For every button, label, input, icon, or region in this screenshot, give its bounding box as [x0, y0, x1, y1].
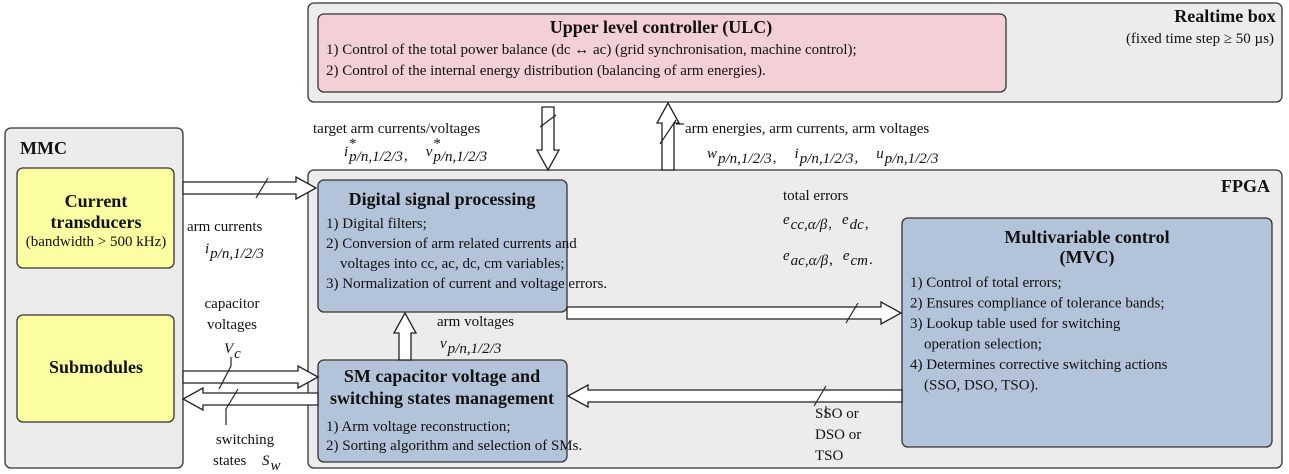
- label: capacitor: [205, 296, 260, 312]
- bus-slash: [659, 119, 677, 145]
- bus-slash: [539, 114, 557, 128]
- label: (fixed time step ≥ 50 µs): [1126, 31, 1274, 47]
- list-item: operation selection;: [924, 337, 1042, 353]
- title: Realtime box: [1174, 6, 1275, 26]
- punctuation: ,: [773, 150, 777, 166]
- title: Multivariable control: [1004, 227, 1169, 247]
- arrow-switching-states: [181, 386, 319, 412]
- subscript: p/n,1/2/3: [447, 341, 502, 357]
- label: DSO or: [815, 427, 861, 443]
- title: FPGA: [1221, 176, 1270, 196]
- subscript: cm: [851, 253, 869, 269]
- title: transducers: [51, 212, 142, 232]
- arrow-total-errors: [566, 300, 903, 326]
- symbol: i: [344, 144, 348, 160]
- label: arm currents: [187, 219, 263, 235]
- symbol: e: [783, 212, 790, 228]
- submodules-box: [16, 314, 175, 423]
- list-item: voltages into cc, ac, dc, cm variables;: [340, 256, 565, 272]
- list-item: 4) Determines corrective switching actio…: [910, 357, 1168, 373]
- title: Current: [65, 191, 128, 211]
- label: SSO or: [815, 406, 859, 422]
- title: switching states management: [330, 388, 554, 408]
- symbol: w: [707, 146, 717, 162]
- symbol: e: [783, 248, 790, 264]
- arrow-targets: [535, 106, 561, 172]
- superscript: *: [433, 136, 441, 152]
- label: voltages: [207, 317, 257, 333]
- punctuation: ,: [854, 150, 858, 166]
- title: Submodules: [49, 357, 143, 377]
- list-item: 1) Control of total errors;: [910, 275, 1062, 291]
- list-item: 2) Control of the internal energy distri…: [326, 63, 766, 79]
- dsp-box: [317, 179, 568, 313]
- arrow-arm-voltages: [392, 311, 418, 361]
- current-transducers-box: [16, 167, 175, 269]
- symbol: e: [843, 248, 850, 264]
- bus-slash: [225, 388, 239, 410]
- title: SM capacitor voltage and: [344, 366, 540, 386]
- subscript: c: [234, 346, 241, 362]
- mvc-box: [901, 217, 1273, 448]
- symbol: i: [205, 241, 209, 257]
- label: TSO: [815, 448, 844, 464]
- subscript: p/n,1/2/3: [717, 151, 772, 167]
- subscript: p/n,1/2/3: [799, 151, 854, 167]
- list-item: 2) Ensures compliance of tolerance bands…: [910, 296, 1165, 312]
- note: (bandwidth > 500 kHz): [26, 234, 167, 250]
- subscript: ac,α/β: [791, 253, 829, 269]
- symbol: u: [876, 146, 884, 162]
- list-item: 1) Arm voltage reconstruction;: [326, 419, 511, 435]
- subscript: w: [271, 458, 281, 474]
- bus-slash: [255, 177, 269, 199]
- list-item: 1) Control of the total power balance (d…: [326, 42, 857, 58]
- list-item: 1) Digital filters;: [326, 216, 427, 232]
- symbol: V: [224, 341, 235, 357]
- sm-box: [317, 359, 568, 463]
- subscript: p/n,1/2/3: [348, 149, 403, 165]
- list-item: 2) Sorting algorithm and selection of SM…: [326, 438, 582, 454]
- title: (MVC): [1060, 247, 1115, 268]
- symbol: e: [842, 212, 849, 228]
- bus-slash: [813, 385, 827, 407]
- list-item: 3) Lookup table used for switching: [910, 316, 1121, 332]
- punctuation: ,: [829, 252, 833, 268]
- label: switching: [216, 432, 275, 448]
- punctuation: ,: [404, 148, 408, 164]
- symbol: S: [262, 453, 270, 469]
- arrow-feedback: [655, 101, 681, 171]
- list-item: 2) Conversion of arm related currents an…: [326, 236, 577, 252]
- title: Digital signal processing: [349, 189, 536, 209]
- ulc-box: [317, 13, 1007, 93]
- subscript: p/n,1/2/3: [432, 149, 487, 165]
- label: arm voltages: [437, 314, 514, 330]
- arrow-arm-currents: [182, 175, 318, 201]
- punctuation: .: [869, 252, 873, 268]
- symbol: v: [426, 144, 433, 160]
- superscript: *: [349, 136, 357, 152]
- title: MMC: [20, 138, 67, 158]
- subscript: cc,α/β: [791, 217, 828, 233]
- bus-slash: [845, 302, 859, 324]
- arrow-capacitor-voltages: [182, 364, 320, 390]
- punctuation: ,: [828, 216, 832, 232]
- title: Upper level controller (ULC): [550, 17, 772, 38]
- bus-slash: [218, 365, 232, 390]
- subscript: p/n,1/2/3: [209, 246, 264, 262]
- symbol: i: [795, 146, 799, 162]
- label: target arm currents/voltages: [313, 121, 480, 137]
- label: arm energies, arm currents, arm voltages: [685, 121, 929, 137]
- list-item: (SSO, DSO, TSO).: [924, 378, 1038, 394]
- punctuation: ,: [865, 216, 869, 232]
- label: states: [213, 453, 246, 469]
- subscript: p/n,1/2/3: [884, 151, 939, 167]
- arrow-switching-orders: [566, 383, 903, 409]
- list-item: 3) Normalization of current and voltage …: [326, 276, 607, 292]
- subscript: dc: [850, 217, 865, 233]
- symbol: v: [440, 336, 447, 352]
- label: total errors: [783, 188, 849, 204]
